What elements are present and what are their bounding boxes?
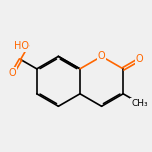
Text: HO: HO xyxy=(14,41,29,51)
Text: O: O xyxy=(98,51,105,61)
Text: O: O xyxy=(136,55,143,64)
Text: CH₃: CH₃ xyxy=(131,99,148,108)
Text: O: O xyxy=(9,68,16,78)
